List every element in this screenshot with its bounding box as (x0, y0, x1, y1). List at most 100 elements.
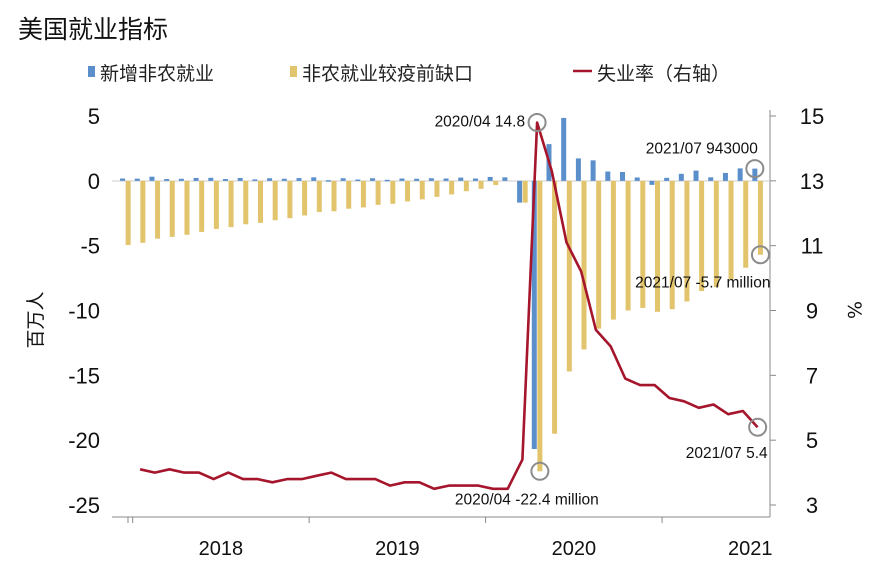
payroll-bar (664, 177, 670, 181)
gap-bar (272, 180, 278, 221)
payroll-bar (267, 178, 273, 181)
payroll-bar (311, 177, 317, 181)
payroll-bar (193, 177, 199, 181)
payroll-bar (134, 178, 140, 181)
legend-label-payrolls: 新增非农就业 (100, 63, 214, 85)
payroll-bar (325, 180, 331, 182)
payroll-bar (620, 172, 626, 181)
payroll-bar (399, 178, 405, 181)
gap-bar (610, 180, 616, 320)
gap-bar (287, 180, 293, 219)
payroll-bar (178, 178, 184, 181)
gap-bar (199, 180, 205, 232)
x-tick-label: 2019 (375, 538, 420, 560)
gap-bar (375, 180, 381, 205)
payroll-bar (517, 180, 523, 203)
legend-label-gap: 非农就业较疫前缺口 (302, 63, 473, 85)
gap-bar (640, 180, 646, 308)
left-axis-title: 百万人 (25, 291, 47, 348)
payroll-bar (355, 179, 361, 182)
gap-bar (125, 180, 131, 246)
gap-bar (243, 180, 249, 225)
x-tick-label: 2021 (728, 538, 773, 560)
gap-bar (213, 180, 219, 229)
payroll-bar (370, 178, 376, 181)
left-tick-label: 0 (88, 169, 100, 194)
annotation-label: 2021/07 5.4 (686, 445, 768, 462)
x-tick-label: 2020 (552, 538, 597, 560)
gap-bar (302, 180, 308, 216)
gap-bar (566, 180, 572, 372)
gap-bar (728, 180, 734, 280)
payroll-bar (649, 180, 655, 185)
right-tick-label: 13 (800, 169, 824, 194)
gap-bars (125, 180, 763, 472)
payroll-bar (605, 171, 611, 181)
payroll-bar (120, 178, 126, 181)
gap-bar (757, 180, 763, 255)
payroll-bar (443, 178, 449, 181)
payroll-bar (237, 177, 243, 181)
payroll-bar (458, 177, 464, 181)
gap-bar (699, 180, 705, 292)
payroll-bar (737, 168, 743, 181)
gap-bar (449, 180, 455, 195)
gap-bar (522, 180, 528, 203)
annotation-marker (745, 159, 765, 179)
payroll-bar (708, 177, 714, 181)
left-tick-label: -20 (68, 428, 100, 453)
unemployment-line (139, 121, 759, 491)
gap-bar (140, 180, 146, 243)
payroll-bar (693, 170, 699, 181)
payroll-bar (752, 168, 758, 181)
gap-bar (169, 180, 175, 237)
gap-bar (405, 180, 411, 202)
left-tick-label: -5 (80, 234, 100, 259)
annotation-label: 2021/07 -5.7 million (635, 275, 770, 292)
payroll-bar (164, 179, 170, 181)
gap-bar (257, 180, 263, 223)
annotation-marker (530, 461, 550, 481)
payroll-bar (281, 178, 287, 181)
right-y-axis: 15 13 11 9 7 5 3 (770, 104, 824, 518)
x-axis: 2018 2019 2020 2021 (127, 517, 773, 560)
gap-bar (316, 180, 322, 212)
gap-bar (743, 180, 749, 268)
gap-bar (655, 180, 661, 312)
gap-bar (228, 180, 234, 228)
payroll-bar (502, 177, 508, 181)
payroll-bar (472, 178, 478, 181)
left-tick-label: -25 (68, 493, 100, 518)
annotation-label: 2020/04 -22.4 million (455, 491, 599, 508)
chart-title: 美国就业指标 (18, 15, 168, 44)
legend-label-unemployment: 失业率（右轴） (597, 63, 730, 85)
payroll-bar (414, 178, 420, 181)
payroll-bar (575, 158, 581, 181)
payroll-bar (487, 176, 493, 181)
left-tick-label: -15 (68, 363, 100, 388)
gap-bar (184, 180, 190, 235)
right-axis-title: % (843, 301, 865, 319)
gap-bar (684, 180, 690, 302)
gap-bar (463, 180, 469, 192)
gap-bar (478, 180, 484, 189)
payroll-bar (531, 180, 537, 449)
gap-bar (493, 180, 499, 185)
gap-bar (360, 180, 366, 208)
annotation-marker (750, 245, 770, 265)
payroll-bar (296, 178, 302, 181)
gap-bar (331, 180, 337, 212)
gap-bar (434, 180, 440, 197)
gap-bar (713, 180, 719, 288)
right-tick-label: 9 (806, 299, 818, 324)
gap-bar (581, 180, 587, 350)
payroll-bar (678, 173, 684, 181)
gap-bar (390, 180, 396, 204)
payroll-bar (149, 176, 155, 181)
payroll-bar (634, 177, 640, 181)
gap-bar (537, 180, 543, 472)
payroll-bar (340, 178, 346, 181)
gap-bar (419, 180, 425, 200)
payroll-bar (590, 160, 596, 181)
